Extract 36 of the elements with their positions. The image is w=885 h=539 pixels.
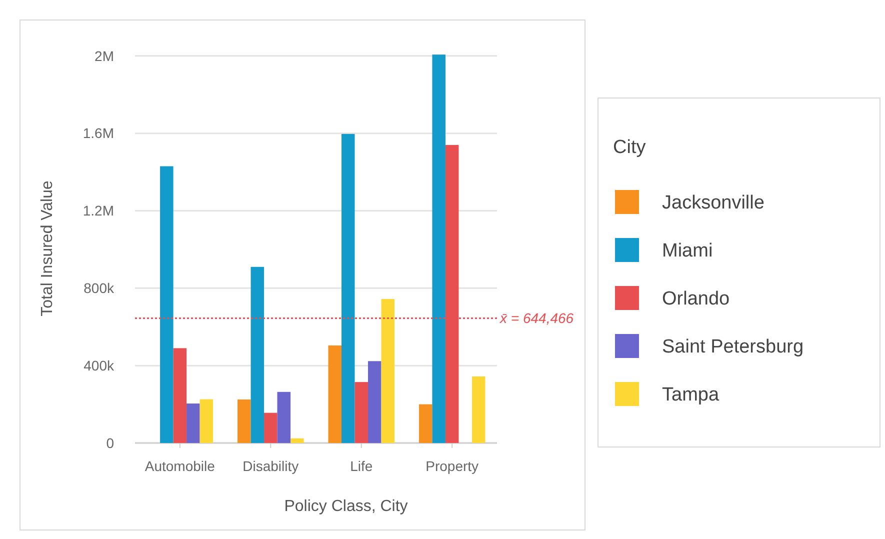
bar xyxy=(418,404,432,443)
bar xyxy=(354,382,368,443)
y-tick-label: 800k xyxy=(84,280,115,296)
x-tick-label: Life xyxy=(350,458,373,474)
bar xyxy=(173,348,187,443)
ref-line-label: x̄ = 644,466 xyxy=(499,310,574,326)
bar xyxy=(238,399,251,443)
x-tick-label: Property xyxy=(426,458,479,474)
bar xyxy=(160,166,174,443)
bar xyxy=(328,345,342,443)
legend-title: City xyxy=(613,137,646,158)
x-tick-label: Automobile xyxy=(144,458,216,474)
legend-label: Tampa xyxy=(662,384,720,406)
x-tick-label: Disability xyxy=(242,458,299,474)
bar xyxy=(200,399,214,443)
bar xyxy=(368,361,382,443)
x-axis-title: Policy Class, City xyxy=(284,498,408,515)
bar xyxy=(250,266,264,443)
bar xyxy=(341,134,355,443)
legend-label: Miami xyxy=(662,240,713,262)
bar xyxy=(432,54,446,443)
y-tick-label: 0 xyxy=(106,434,114,451)
legend-label: Saint Petersburg xyxy=(662,336,804,358)
bar xyxy=(277,392,291,443)
bar xyxy=(381,299,394,443)
legend-label: Jacksonville xyxy=(662,192,764,214)
bar xyxy=(186,404,200,443)
bar xyxy=(264,412,278,443)
bar xyxy=(290,438,304,443)
y-axis-title: Total Insured Value xyxy=(39,180,56,316)
y-tick-label: 2M xyxy=(94,48,114,64)
legend-label: Orlando xyxy=(662,288,730,310)
bar xyxy=(472,376,486,443)
y-tick-label: 1.6M xyxy=(82,125,114,142)
y-tick-label: 1.2M xyxy=(82,202,114,219)
y-tick-label: 400k xyxy=(84,357,115,374)
